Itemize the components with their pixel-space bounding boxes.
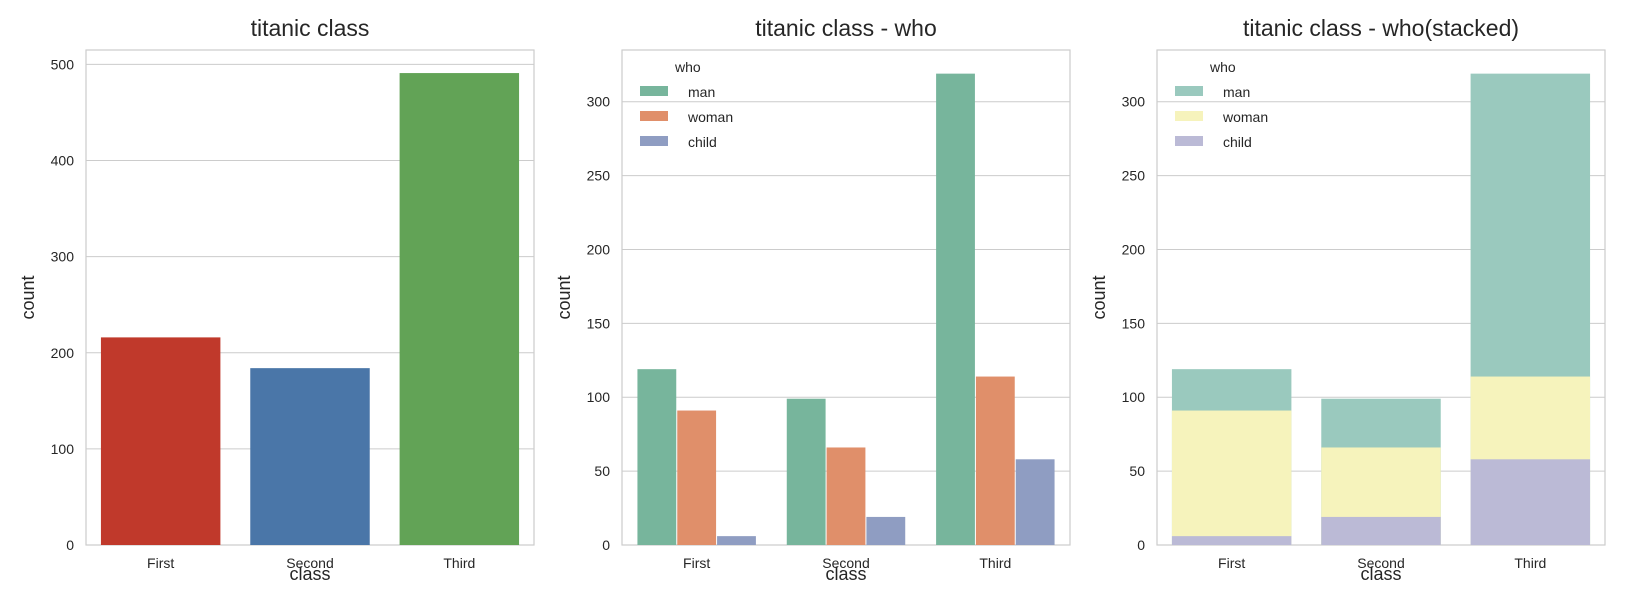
legend-swatch-woman [1175,111,1203,121]
bar-man-second [786,398,826,545]
y-tick-label: 100 [51,441,75,457]
y-tick-label: 200 [51,345,75,361]
legend-title: who [1209,59,1236,75]
chart-title: titanic class - who [755,15,937,41]
chart-panel-1: 0 100 200 300 400 500 First Second Third titanic … [18,15,535,584]
legend-swatch-woman [640,111,668,121]
chart-title: titanic class - who(stacked) [1243,15,1519,41]
y-tick-label: 300 [51,249,75,265]
bar-child-third [1015,459,1055,545]
y-tick-label: 150 [587,315,611,331]
x-tick-label: Second [1357,555,1404,571]
legend-label-woman: woman [687,109,733,125]
legend-title: who [674,59,701,75]
legend-label-man: man [688,84,715,100]
bar-woman-first [677,410,717,545]
y-tick-label: 150 [1122,315,1146,331]
y-tick-label: 100 [587,389,611,405]
y-tick-label: 300 [587,94,611,110]
bar-second [250,368,370,545]
legend-swatch-man [640,86,668,96]
legend-label-man: man [1223,84,1250,100]
legend-swatch-man [1175,86,1203,96]
y-tick-label: 100 [1122,389,1146,405]
bar-man-first [637,369,677,545]
x-tick-label: First [683,555,710,571]
y-axis-label: count [1089,275,1109,319]
x-axis-label: class [825,564,866,584]
x-tick-label: First [1218,555,1245,571]
y-tick-label: 250 [587,168,611,184]
bar-woman-first [1171,410,1292,545]
chart-panel-3: 0 50 100 150 200 250 300 First Second Third titani… [1089,15,1606,584]
x-tick-label: Third [979,555,1011,571]
chart-panel-2: 0 50 100 150 200 250 300 First Second Third titani… [554,15,1071,584]
y-tick-label: 0 [602,537,610,553]
bar-woman-second [826,447,866,545]
x-axis-label: class [1360,564,1401,584]
bar-first [100,337,221,545]
y-axis-label: count [554,275,574,319]
y-tick-label: 500 [51,56,75,72]
y-tick-label: 200 [1122,241,1146,257]
y-tick-label: 250 [1122,168,1146,184]
x-tick-label: Third [443,555,475,571]
y-tick-label: 50 [1129,463,1145,479]
legend-swatch-child [1175,136,1203,146]
legend-label-child: child [1223,134,1252,150]
bar-woman-third [975,376,1015,545]
bar-third [399,73,520,545]
x-tick-label: Second [822,555,869,571]
y-tick-label: 50 [594,463,610,479]
bar-child-first [1171,536,1292,545]
x-tick-label: First [147,555,174,571]
y-tick-label: 300 [1122,94,1146,110]
bar-child-second [866,516,906,545]
y-axis-label: count [18,275,38,319]
x-tick-label: Third [1514,555,1546,571]
x-tick-label: Second [286,555,333,571]
bar-child-first [717,536,756,545]
y-tick-label: 0 [1137,537,1145,553]
y-tick-label: 0 [66,537,74,553]
bar-child-second [1321,516,1441,545]
chart-title: titanic class [251,15,370,41]
legend-swatch-child [640,136,668,146]
legend-label-child: child [688,134,717,150]
y-tick-label: 400 [51,153,75,169]
x-axis-label: class [289,564,330,584]
y-tick-label: 200 [587,241,611,257]
bar-man-third [936,73,975,546]
legend-label-woman: woman [1222,109,1268,125]
bar-child-third [1470,459,1591,545]
